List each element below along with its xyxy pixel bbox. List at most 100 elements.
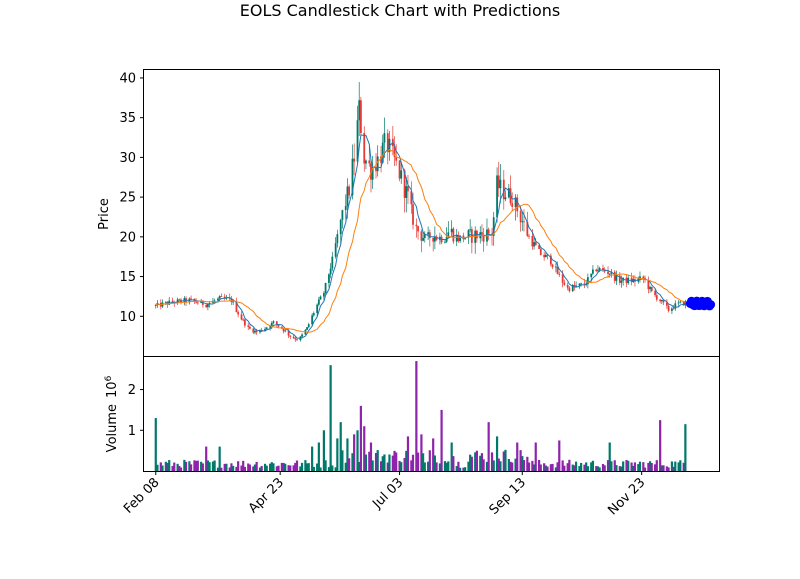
volume-bar (312, 466, 315, 471)
candle-body (206, 304, 209, 308)
candle-body (292, 336, 295, 339)
x-tick-label: Jul 03 (369, 475, 406, 512)
volume-bar (497, 458, 500, 471)
volume-bar (232, 465, 235, 471)
candle-body (575, 285, 577, 287)
volume-bar (563, 465, 566, 471)
volume-bar (457, 461, 460, 471)
volume-bar (171, 465, 174, 471)
volume-bar (287, 465, 290, 471)
volume-bar (521, 456, 524, 471)
candle-body (322, 293, 325, 297)
candle-body (674, 303, 677, 309)
volume-bar (516, 442, 519, 471)
candle-body (334, 243, 337, 257)
volume-bar (247, 463, 250, 471)
volume-bar (580, 462, 583, 471)
volume-bar (469, 454, 472, 471)
volume-bar (598, 467, 601, 471)
candle-body (504, 197, 507, 200)
volume-bar (682, 462, 685, 471)
candle-body (558, 273, 561, 275)
volume-bar (462, 467, 465, 471)
candle-body (597, 270, 599, 272)
candle-body (410, 191, 413, 205)
candle-body (528, 235, 530, 237)
volume-bar (610, 461, 613, 471)
candle-body (642, 276, 645, 278)
candle-body (363, 133, 366, 164)
volume-bar (445, 462, 448, 471)
volume-bar (455, 466, 458, 471)
volume-bar (364, 454, 368, 471)
candle-body (190, 298, 192, 300)
candle-body (307, 324, 310, 328)
candle-body (289, 335, 292, 337)
volume-bar (509, 461, 512, 471)
volume-bar (642, 462, 645, 471)
volume-bar (358, 462, 361, 471)
volume-bar (405, 450, 408, 471)
volume-bar (428, 450, 431, 471)
candle-body (452, 228, 455, 242)
candle-body (511, 203, 514, 207)
candle-body (228, 297, 231, 299)
candle-body (526, 221, 529, 236)
candle-body (595, 269, 598, 272)
volume-bar (665, 466, 668, 471)
candle-body (405, 186, 408, 198)
volume-bar (216, 467, 220, 471)
volume-bar (615, 465, 618, 471)
candle-body (312, 313, 315, 316)
volume-bar (346, 438, 349, 471)
candle-body (282, 328, 285, 332)
volume-bar (632, 465, 635, 471)
candle-body (649, 286, 651, 290)
candle-body (356, 120, 359, 162)
volume-bar (519, 450, 522, 471)
candle-body (205, 304, 208, 308)
volume-bar (447, 461, 450, 471)
volume-bar (228, 467, 231, 471)
volume-bar (225, 463, 228, 471)
volume-bar (655, 460, 658, 471)
candle-body (556, 266, 559, 274)
candle-body (247, 325, 250, 327)
x-tick-label: Nov 23 (605, 475, 648, 518)
candle-body (339, 219, 342, 235)
volume-bar (277, 465, 280, 471)
candle-body (432, 237, 435, 242)
volume-bar (566, 463, 569, 471)
candle-body (265, 327, 268, 329)
candle-body (417, 226, 419, 232)
volume-bar (193, 460, 196, 471)
price-axis-label: Price (97, 198, 112, 230)
price-tick-label: 15 (119, 270, 136, 285)
volume-bar (622, 461, 625, 471)
candle-body (371, 166, 374, 180)
candle-body (571, 285, 574, 292)
chart-title: EOLS Candlestick Chart with Predictions (240, 1, 561, 20)
candle-body (294, 338, 297, 340)
volume-bar (369, 442, 373, 471)
volume-bar (526, 456, 529, 471)
volume-bar (527, 462, 531, 471)
candle-body (639, 276, 641, 279)
ma-short-line (155, 134, 686, 339)
candle-body (523, 221, 525, 223)
volume-bar (272, 463, 275, 471)
volume-bar (195, 460, 198, 471)
volume-bar (662, 465, 665, 471)
volume-bar (638, 461, 642, 471)
candle-body (344, 205, 347, 211)
candle-body (507, 188, 510, 198)
candle-body (459, 235, 461, 242)
candle-body (492, 217, 495, 236)
volume-bar (164, 461, 167, 471)
candle-body (196, 302, 199, 304)
candle-body (400, 170, 403, 179)
candle-body (164, 301, 167, 303)
volume-bar (159, 462, 162, 471)
candle-body (200, 300, 203, 304)
